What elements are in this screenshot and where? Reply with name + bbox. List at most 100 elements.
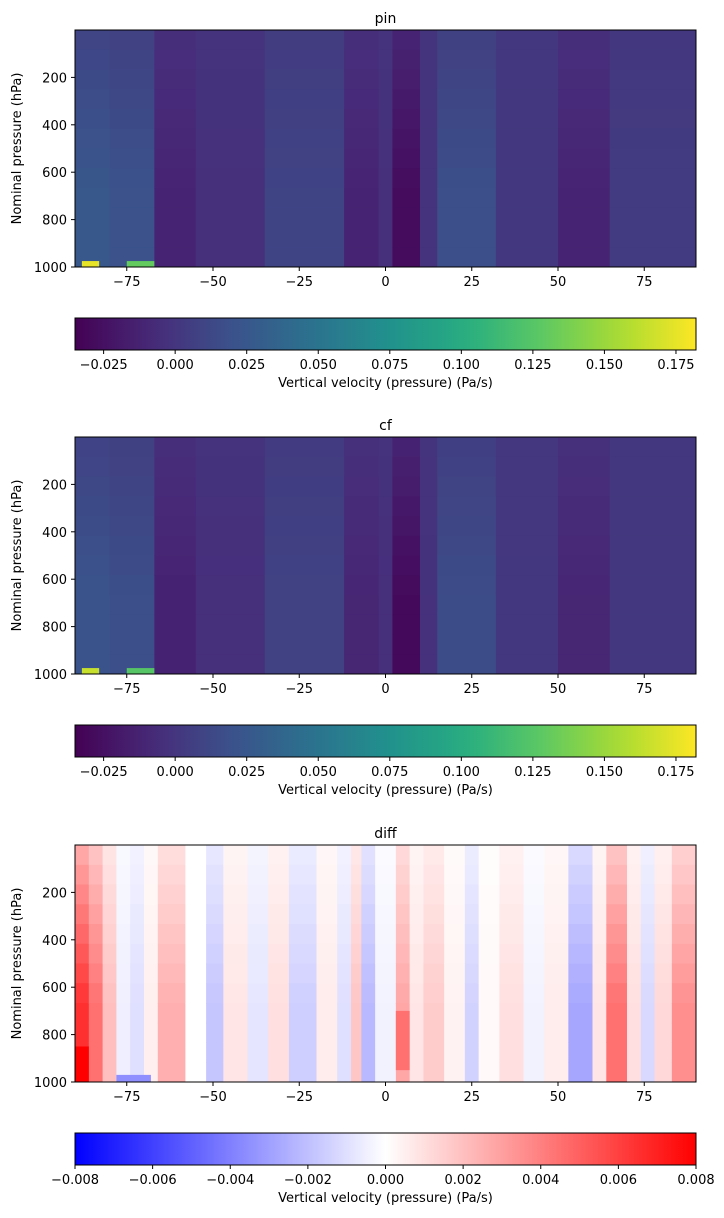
heatmap-cell xyxy=(495,207,559,228)
heatmap-cell xyxy=(654,884,673,905)
heatmap-cell xyxy=(437,30,497,51)
heatmap-cell xyxy=(195,247,266,268)
heatmap-cell xyxy=(627,845,642,866)
heatmap-cell xyxy=(344,49,380,70)
heatmap-cell xyxy=(154,456,197,477)
heatmap-cell xyxy=(378,207,393,228)
heatmap-cell xyxy=(375,983,397,1004)
heatmap-cell xyxy=(75,845,90,866)
heatmap-cell xyxy=(568,1062,593,1083)
heatmap-cell xyxy=(88,1062,104,1083)
heatmap-cell xyxy=(478,864,500,885)
heatmap-cell xyxy=(499,983,524,1004)
heatmap-cell xyxy=(344,128,380,149)
heatmap-cell xyxy=(223,924,248,945)
colorbar-tick-label: −0.025 xyxy=(80,358,128,373)
heatmap-cell xyxy=(544,1003,569,1024)
heatmap-cell xyxy=(288,884,317,905)
heatmap-cell xyxy=(654,963,673,984)
heatmap-cell xyxy=(375,1022,397,1043)
heatmap-cell xyxy=(544,1042,569,1063)
heatmap-cell xyxy=(264,188,345,209)
heatmap-cell xyxy=(654,864,673,885)
heatmap-cell xyxy=(437,555,497,576)
heatmap-cell xyxy=(558,456,611,477)
heatmap-cell xyxy=(606,924,628,945)
panel-title: diff xyxy=(374,826,397,842)
heatmap-cell xyxy=(102,884,117,905)
heatmap-cell xyxy=(654,904,673,925)
heatmap-cell xyxy=(195,575,266,596)
heatmap-cell xyxy=(558,69,611,90)
colorbar-tick-label: −0.002 xyxy=(284,1173,332,1188)
heatmap-cell xyxy=(523,983,545,1004)
heatmap-cell xyxy=(288,864,317,885)
heatmap-cell xyxy=(268,1022,290,1043)
heatmap-cell xyxy=(437,575,497,596)
heatmap-cell xyxy=(109,188,155,209)
heatmap-cell xyxy=(109,456,155,477)
heatmap-cell xyxy=(154,207,197,228)
heatmap-cell xyxy=(609,148,697,169)
heatmap-cell xyxy=(423,864,445,885)
heatmap-cell xyxy=(592,1003,607,1024)
heatmap-cell xyxy=(478,1042,500,1063)
heatmap-cell xyxy=(361,884,376,905)
heatmap-cell xyxy=(523,1022,545,1043)
heatmap-cell xyxy=(361,943,376,964)
heatmap-cell xyxy=(558,634,611,655)
colorbar-tick-label: 0.004 xyxy=(522,1173,559,1188)
heatmap-cell xyxy=(116,1042,131,1063)
heatmap-cell xyxy=(351,983,362,1004)
heatmap-cell xyxy=(185,1022,207,1043)
heatmap-cell xyxy=(444,963,466,984)
colorbar-label: Vertical velocity (pressure) (Pa/s) xyxy=(278,376,493,391)
heatmap-cell xyxy=(75,535,110,556)
heatmap-cell xyxy=(592,884,607,905)
heatmap-cell xyxy=(654,1003,673,1024)
heatmap-cell xyxy=(288,1003,317,1024)
heatmap-cell xyxy=(116,943,131,964)
heatmap-cell xyxy=(75,69,110,90)
heatmap-cell xyxy=(654,1022,673,1043)
heatmap-cell xyxy=(627,1022,642,1043)
heatmap-cell xyxy=(109,89,155,110)
heatmap-cell xyxy=(420,614,438,635)
heatmap-cell xyxy=(420,89,438,110)
x-tick-label: 50 xyxy=(550,275,567,290)
heatmap-cell xyxy=(392,227,421,248)
heatmap-cell xyxy=(344,168,380,189)
heatmap-cell xyxy=(568,864,593,885)
y-tick-label: 400 xyxy=(42,119,67,134)
heatmap-cell xyxy=(544,845,569,866)
heatmap-cell xyxy=(592,963,607,984)
heatmap-cell xyxy=(609,188,697,209)
heatmap-cell xyxy=(627,963,642,984)
heatmap-cell xyxy=(288,1022,317,1043)
y-axis-label: Nominal pressure (hPa) xyxy=(10,73,25,225)
heatmap-cell xyxy=(568,943,593,964)
heatmap-cell xyxy=(154,437,197,458)
heatmap-cell xyxy=(154,168,197,189)
heatmap-cell xyxy=(378,89,393,110)
heatmap-cell xyxy=(247,845,269,866)
heatmap-cell xyxy=(654,983,673,1004)
heatmap-cell xyxy=(437,207,497,228)
heatmap-cell xyxy=(671,1022,697,1043)
heatmap-cell xyxy=(495,595,559,616)
heatmap-cell xyxy=(606,864,628,885)
colorbar-tick-label: −0.006 xyxy=(129,1173,177,1188)
heatmap-cell xyxy=(75,516,110,537)
heatmap-cell xyxy=(499,845,524,866)
heatmap-cell xyxy=(268,884,290,905)
x-tick-label: −25 xyxy=(286,682,313,697)
heatmap-cell xyxy=(88,884,104,905)
heatmap-cell xyxy=(523,963,545,984)
heatmap-cell xyxy=(478,845,500,866)
heatmap-cell xyxy=(499,943,524,964)
heatmap-cell xyxy=(195,168,266,189)
heatmap-cell xyxy=(154,69,197,90)
heatmap-cell xyxy=(75,148,110,169)
heatmap-cell xyxy=(568,1022,593,1043)
heatmap-cell xyxy=(154,496,197,517)
